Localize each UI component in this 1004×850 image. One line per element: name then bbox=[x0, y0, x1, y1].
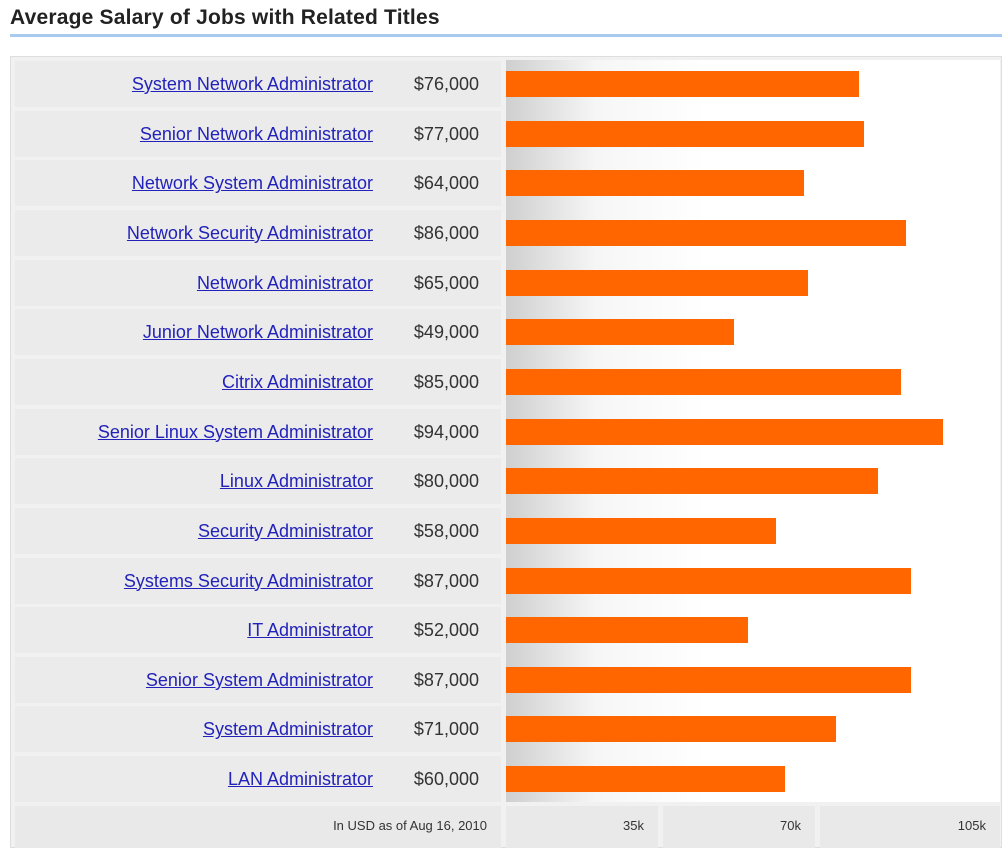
salary-value: $64,000 bbox=[413, 173, 479, 194]
table-row: Senior Network Administrator $77,000 bbox=[15, 110, 501, 157]
job-title-link[interactable]: Senior Linux System Administrator bbox=[97, 421, 373, 442]
table-row: System Administrator $71,000 bbox=[15, 706, 501, 753]
job-title-link[interactable]: Network Security Administrator bbox=[126, 222, 373, 243]
chart-title: Average Salary of Jobs with Related Titl… bbox=[10, 6, 440, 29]
job-title-link[interactable]: Network System Administrator bbox=[131, 173, 373, 194]
salary-value: $65,000 bbox=[413, 272, 479, 293]
footnote: In USD as of Aug 16, 2010 bbox=[333, 818, 487, 833]
salary-value: $76,000 bbox=[413, 74, 479, 94]
job-title-link[interactable]: Security Administrator bbox=[197, 520, 373, 541]
table-row: Network System Administrator $64,000 bbox=[15, 160, 501, 207]
salary-bar bbox=[506, 567, 911, 594]
salary-value: $85,000 bbox=[413, 371, 479, 392]
table-row: IT Administrator $52,000 bbox=[15, 607, 501, 654]
x-tick-label: 70k bbox=[780, 818, 801, 833]
salary-bar bbox=[506, 71, 859, 97]
job-title-link[interactable]: Systems Security Administrator bbox=[123, 570, 373, 591]
x-tick-label: 35k bbox=[623, 818, 644, 833]
salary-value: $58,000 bbox=[413, 520, 479, 541]
job-title-link[interactable]: Citrix Administrator bbox=[221, 371, 373, 392]
salary-bar bbox=[506, 468, 878, 495]
salary-bar bbox=[506, 219, 906, 246]
salary-bar bbox=[506, 418, 943, 445]
table-row: Security Administrator $58,000 bbox=[15, 507, 501, 554]
job-title-link[interactable]: Linux Administrator bbox=[219, 471, 373, 492]
salary-bar bbox=[506, 120, 864, 147]
table-row: Systems Security Administrator $87,000 bbox=[15, 557, 501, 604]
salary-bar bbox=[506, 617, 748, 644]
table-row: Network Security Administrator $86,000 bbox=[15, 209, 501, 256]
salary-bar bbox=[506, 170, 804, 197]
salary-bar bbox=[506, 766, 785, 793]
salary-bar bbox=[506, 666, 911, 693]
salary-value: $60,000 bbox=[413, 769, 479, 790]
axis-cell-2: 70k bbox=[663, 806, 815, 848]
salary-value: $71,000 bbox=[413, 719, 479, 740]
salary-value: $87,000 bbox=[413, 570, 479, 591]
table-row: Citrix Administrator $85,000 bbox=[15, 358, 501, 405]
salary-value: $49,000 bbox=[413, 322, 479, 343]
job-title-link[interactable]: Junior Network Administrator bbox=[142, 322, 373, 343]
table-row: Senior Linux System Administrator $94,000 bbox=[15, 408, 501, 455]
salary-bar bbox=[506, 517, 776, 544]
salary-value: $52,000 bbox=[413, 620, 479, 641]
job-title-link[interactable]: Senior System Administrator bbox=[145, 669, 373, 690]
salary-bar bbox=[506, 319, 734, 346]
table-row: Linux Administrator $80,000 bbox=[15, 458, 501, 505]
footnote-cell: In USD as of Aug 16, 2010 bbox=[15, 806, 501, 848]
salary-bar bbox=[506, 368, 901, 395]
table-row: System Network Administrator $76,000 bbox=[15, 61, 501, 107]
table-row: LAN Administrator $60,000 bbox=[15, 756, 501, 803]
job-title-link[interactable]: IT Administrator bbox=[247, 620, 373, 641]
table-row: Senior System Administrator $87,000 bbox=[15, 656, 501, 703]
table-row: Junior Network Administrator $49,000 bbox=[15, 309, 501, 356]
job-title-link[interactable]: System Administrator bbox=[202, 719, 373, 740]
salary-value: $80,000 bbox=[413, 471, 479, 492]
job-title-link[interactable]: System Network Administrator bbox=[131, 74, 373, 94]
axis-cell-3: 105k bbox=[820, 806, 1000, 848]
job-title-link[interactable]: LAN Administrator bbox=[227, 769, 373, 790]
salary-value: $77,000 bbox=[413, 123, 479, 144]
job-title-link[interactable]: Senior Network Administrator bbox=[139, 123, 373, 144]
salary-value: $94,000 bbox=[413, 421, 479, 442]
x-tick-label: 105k bbox=[957, 818, 986, 833]
salary-bar bbox=[506, 269, 808, 296]
axis-cell-1: 35k bbox=[506, 806, 658, 848]
salary-bar bbox=[506, 716, 836, 743]
table-row: Network Administrator $65,000 bbox=[15, 259, 501, 306]
title-divider bbox=[10, 34, 1002, 37]
salary-value: $87,000 bbox=[413, 669, 479, 690]
salary-value: $86,000 bbox=[413, 222, 479, 243]
job-title-link[interactable]: Network Administrator bbox=[196, 272, 373, 293]
